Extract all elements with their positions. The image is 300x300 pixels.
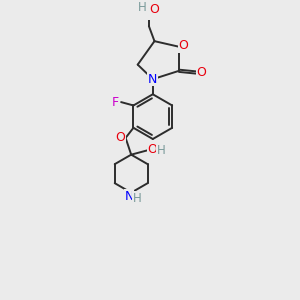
- Text: H: H: [133, 192, 142, 205]
- Text: N: N: [148, 73, 158, 86]
- Text: H: H: [157, 144, 166, 157]
- Text: O: O: [178, 39, 188, 52]
- Text: O: O: [149, 3, 159, 16]
- Text: O: O: [148, 142, 158, 156]
- Text: H: H: [138, 1, 146, 13]
- Text: F: F: [112, 96, 119, 109]
- Text: O: O: [115, 131, 125, 144]
- Text: N: N: [124, 190, 134, 202]
- Text: O: O: [196, 66, 206, 79]
